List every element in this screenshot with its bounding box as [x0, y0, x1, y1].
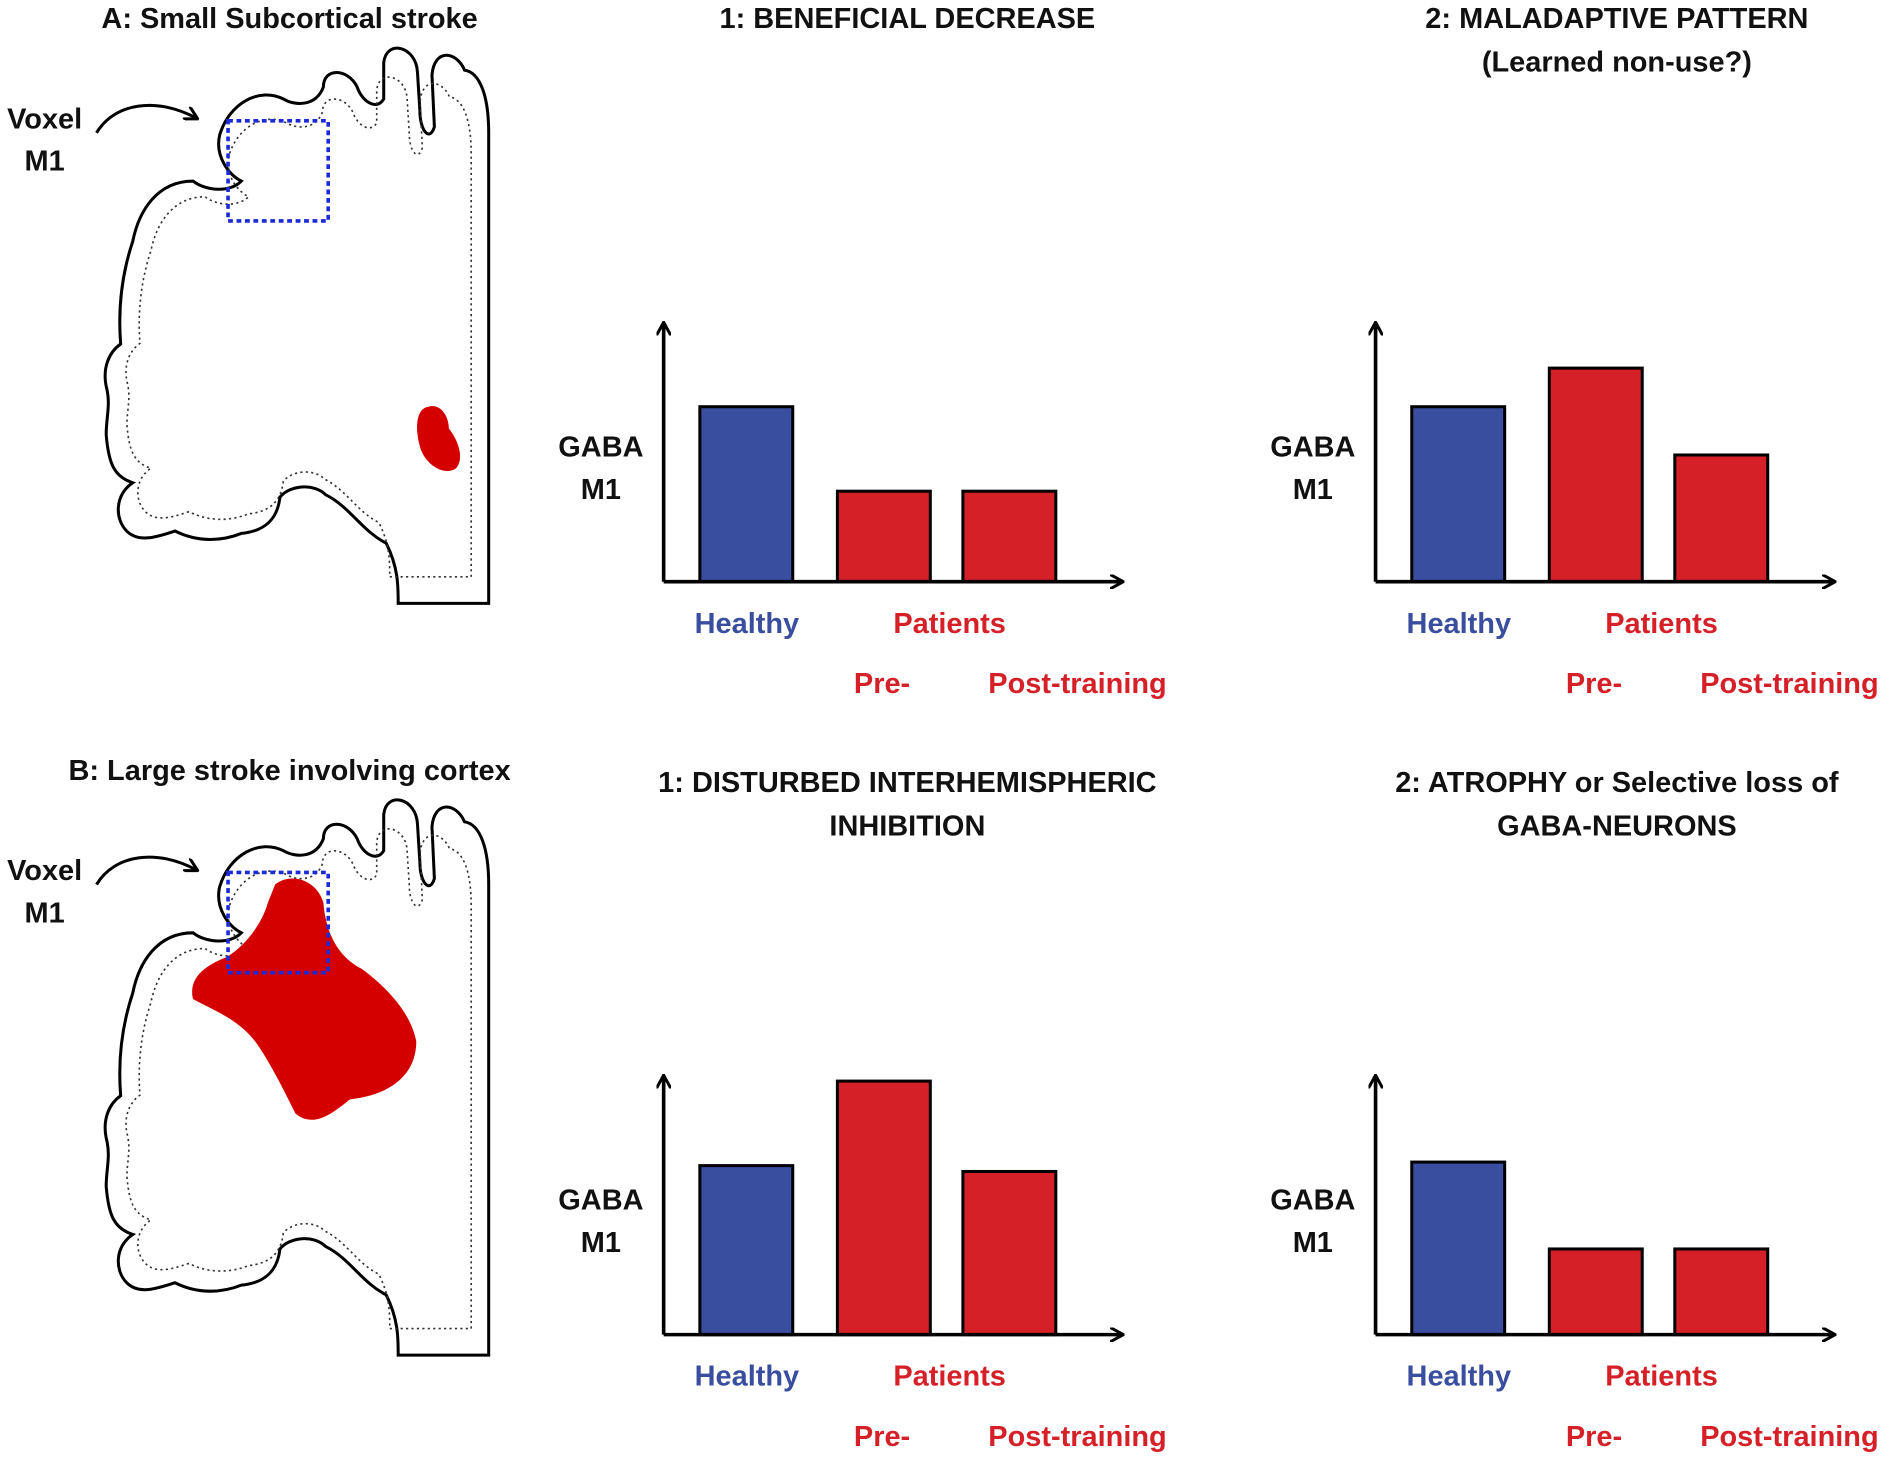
brain-panel: B: Large stroke involving cortex Voxel M1	[7, 755, 511, 1357]
bar	[1410, 405, 1507, 584]
y-axis-label: M1	[1293, 474, 1333, 506]
group-label: Patients	[893, 1361, 1006, 1393]
panel-title: B: Large stroke involving cortex	[68, 755, 510, 787]
y-axis-label: GABA	[558, 432, 643, 464]
lesion	[417, 406, 461, 472]
chart-title: GABA-NEURONS	[1497, 810, 1737, 842]
voxel-box	[226, 118, 331, 223]
chart-title: 1: DISTURBED INTERHEMISPHERIC	[658, 767, 1157, 799]
group-label: Patients	[893, 608, 1006, 640]
panel-title: A: Small Subcortical stroke	[101, 3, 477, 35]
lesion	[192, 878, 417, 1120]
x-tick-label: Healthy	[695, 608, 800, 640]
x-tick-label: Pre-	[854, 668, 910, 700]
bar	[835, 489, 932, 584]
bar	[1547, 1247, 1644, 1337]
group-label: Patients	[1605, 1361, 1718, 1393]
bar	[1547, 366, 1644, 584]
x-tick-label: Post-training	[988, 1421, 1166, 1453]
y-axis-label: M1	[1293, 1227, 1333, 1259]
brain-inner	[125, 828, 473, 1330]
x-tick-label: Healthy	[695, 1361, 800, 1393]
x-tick-label: Healthy	[1407, 1361, 1512, 1393]
voxel-arrow	[95, 855, 197, 886]
group-label: Patients	[1605, 608, 1718, 640]
x-tick-label: Pre-	[854, 1421, 910, 1453]
bar	[1673, 453, 1770, 584]
x-tick-label: Pre-	[1566, 1421, 1622, 1453]
voxel-label: M1	[25, 146, 65, 178]
chart-title: 2: ATROPHY or Selective loss of	[1395, 767, 1839, 799]
bar	[961, 489, 1058, 584]
brain-inner	[125, 76, 473, 578]
bar	[698, 1164, 795, 1337]
x-tick-label: Post-training	[1700, 668, 1878, 700]
voxel-label: M1	[25, 897, 65, 929]
voxel-label: Voxel	[7, 855, 82, 887]
chart-title: (Learned non-use?)	[1482, 47, 1752, 79]
y-axis-label: M1	[581, 474, 621, 506]
bar	[1410, 1160, 1507, 1337]
y-axis-label: GABA	[1270, 1185, 1355, 1217]
x-tick-label: Post-training	[1700, 1421, 1878, 1453]
x-tick-label: Healthy	[1407, 608, 1512, 640]
bar	[698, 405, 795, 584]
brain-outline	[103, 46, 491, 605]
chart-title: INHIBITION	[829, 810, 985, 842]
bar	[835, 1079, 932, 1337]
y-axis-label: GABA	[558, 1185, 643, 1217]
chart-title: 1: BENEFICIAL DECREASE	[720, 3, 1096, 35]
voxel-arrow	[95, 103, 197, 134]
y-axis-label: M1	[581, 1227, 621, 1259]
chart-title: 2: MALADAPTIVE PATTERN	[1425, 3, 1808, 35]
voxel-box	[226, 870, 331, 975]
brain-panel: A: Small Subcortical stroke Voxel M1	[7, 3, 491, 605]
bar	[961, 1169, 1058, 1337]
bar	[1673, 1247, 1770, 1337]
y-axis-label: GABA	[1270, 432, 1355, 464]
voxel-label: Voxel	[7, 103, 82, 135]
x-tick-label: Pre-	[1566, 668, 1622, 700]
x-tick-label: Post-training	[988, 668, 1166, 700]
